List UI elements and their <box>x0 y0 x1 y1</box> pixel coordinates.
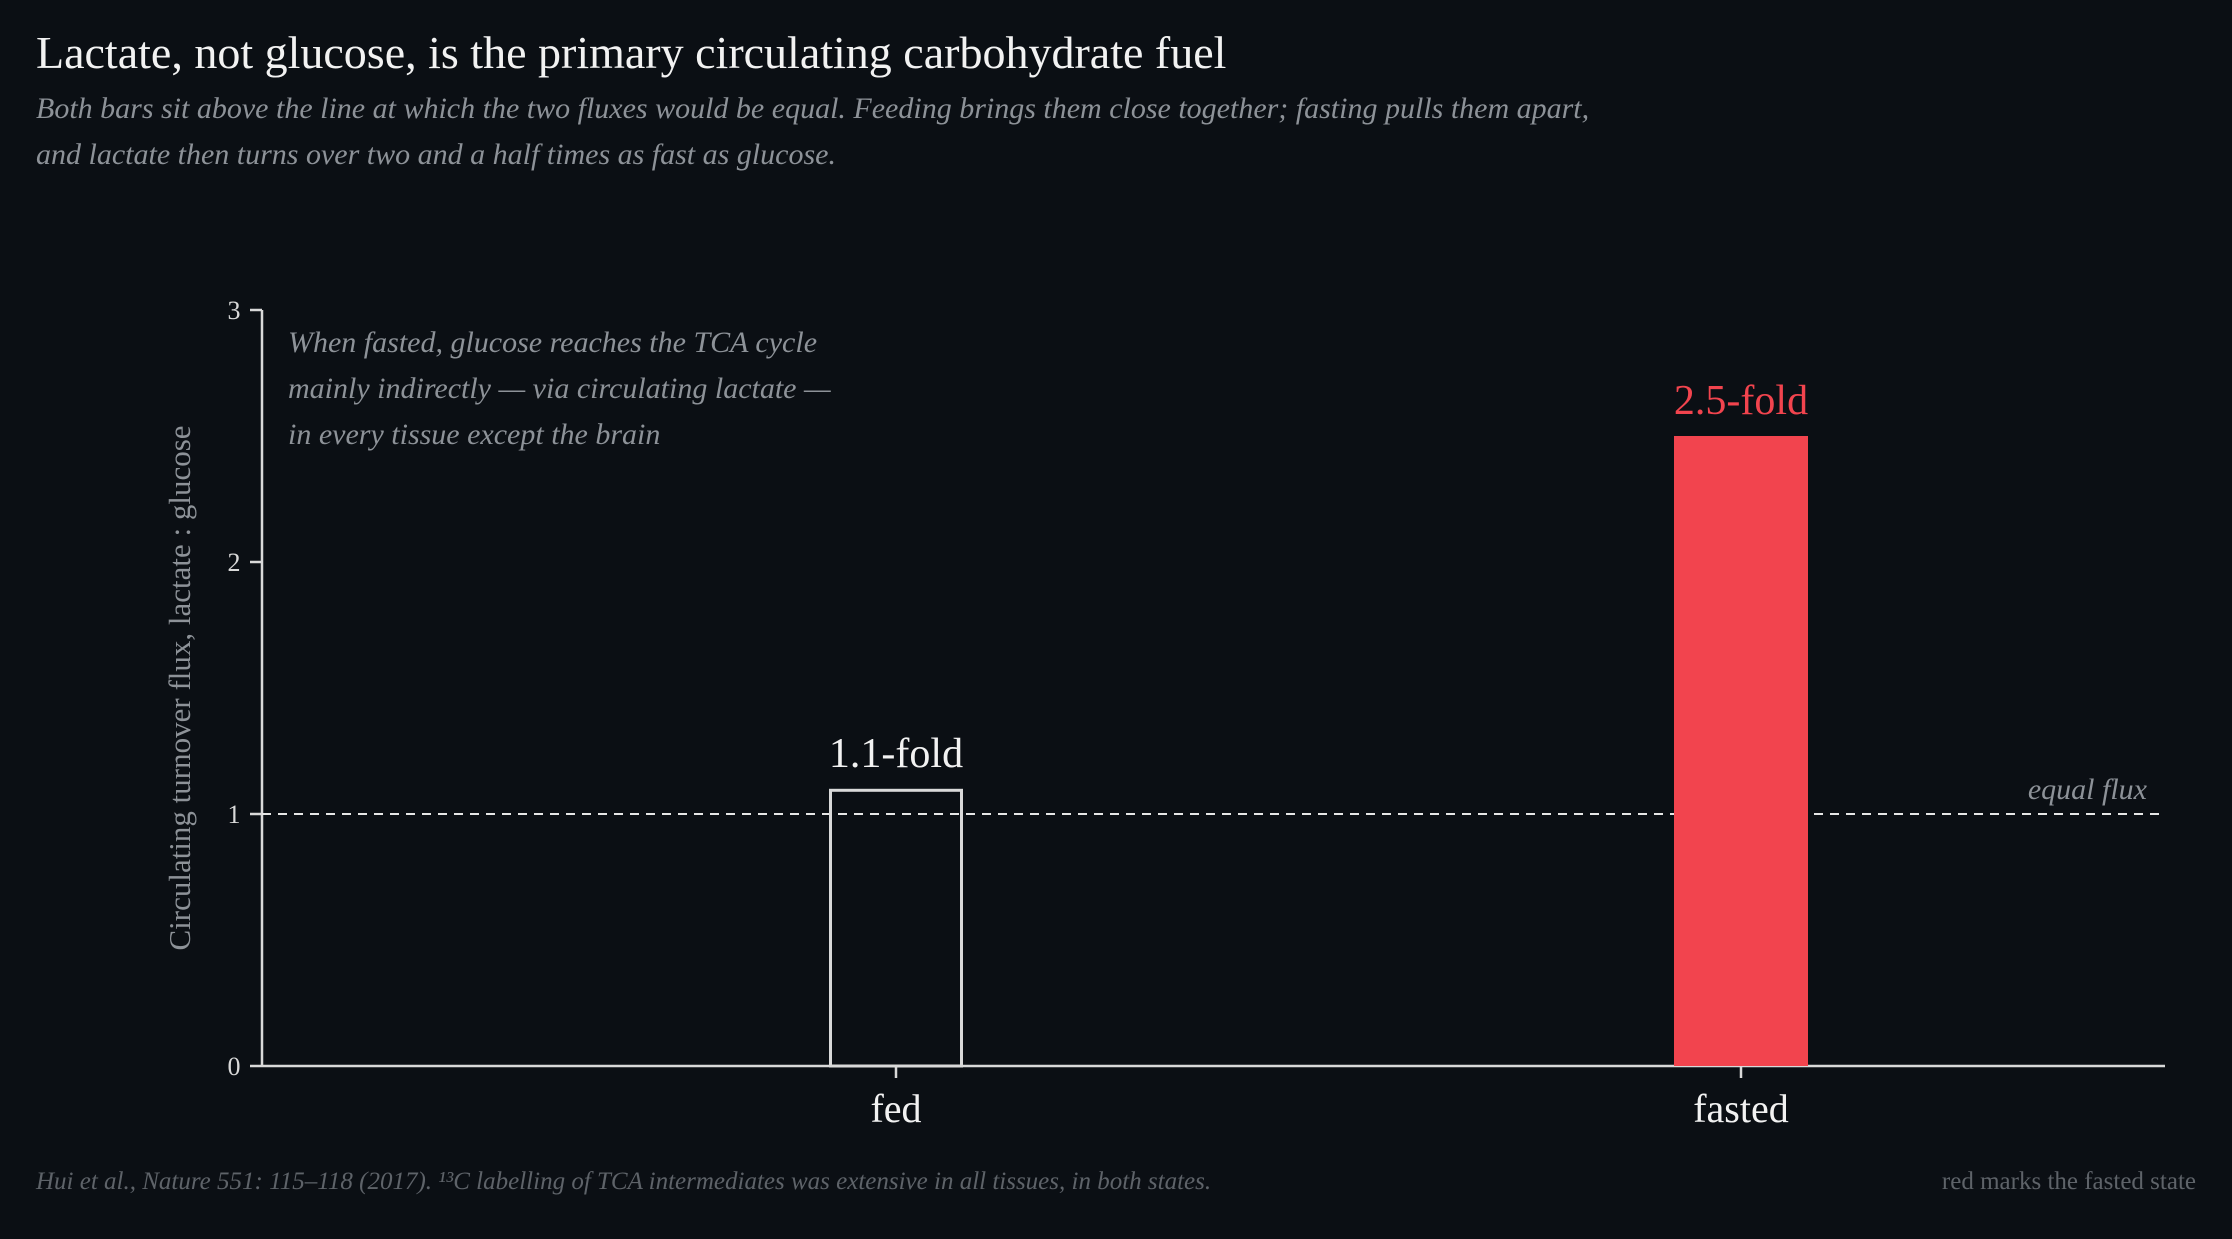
annotation-line-1: When fasted, glucose reaches the TCA cyc… <box>288 326 817 359</box>
y-tick-label: 1 <box>228 800 241 829</box>
chart-subtitle: Both bars sit above the line at which th… <box>36 86 1736 178</box>
source-note: Hui et al., Nature 551: 115–118 (2017). … <box>36 1168 1212 1195</box>
y-axis: 0 1 2 3 <box>228 296 264 1081</box>
annotation-line-3: in every tissue except the brain <box>288 418 660 451</box>
data-label-fed: 1.1-fold <box>829 731 963 777</box>
y-axis-label: Circulating turnover flux, lactate : glu… <box>162 425 197 950</box>
chart-annotation: When fasted, glucose reaches the TCA cyc… <box>288 326 831 451</box>
bars: 1.1-fold 2.5-fold <box>829 378 1808 1068</box>
equal-flux-reference: equal flux <box>262 773 2165 815</box>
x-tick-label-fed: fed <box>870 1086 921 1131</box>
equal-flux-label: equal flux <box>2028 773 2148 806</box>
data-label-fasted: 2.5-fold <box>1674 378 1808 424</box>
bar-fasted <box>1674 436 1808 1066</box>
chart-title: Lactate, not glucose, is the primary cir… <box>36 27 1227 78</box>
x-tick-label-fasted: fasted <box>1693 1086 1789 1131</box>
x-axis: fed fasted <box>262 1064 2165 1131</box>
subtitle-line-2: and lactate then turns over two and a ha… <box>36 138 836 171</box>
y-tick-label: 2 <box>228 548 241 577</box>
annotation-line-2: mainly indirectly — via circulating lact… <box>288 372 831 405</box>
y-tick-label: 0 <box>228 1052 241 1081</box>
y-tick-label: 3 <box>228 296 241 325</box>
legend-note: red marks the fasted state <box>1941 1168 2196 1195</box>
bar-fed <box>829 788 963 1068</box>
subtitle-line-1: Both bars sit above the line at which th… <box>36 92 1590 125</box>
